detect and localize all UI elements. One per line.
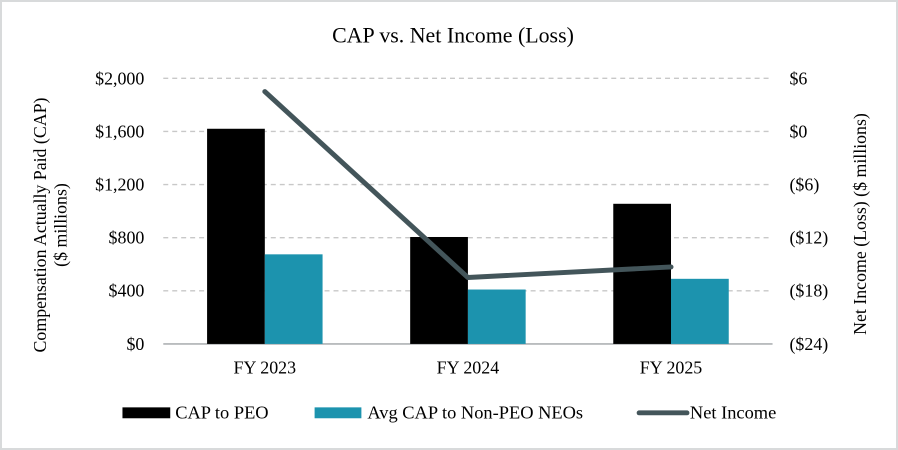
bar-avg-cap-to-non-peo-neos-fy-2023 xyxy=(264,254,323,344)
bar-cap-to-peo-fy-2024 xyxy=(410,236,468,344)
net-income-line xyxy=(262,89,674,281)
right-axis-tick-label: ($12) xyxy=(789,228,828,249)
legend-swatch-avg-cap-icon xyxy=(314,407,362,419)
x-axis-ticks: FY 2023 FY 2024 FY 2025 xyxy=(234,358,703,378)
right-axis-tick-label: ($18) xyxy=(789,281,828,302)
left-axis-title: Compensation Actually Paid (CAP) xyxy=(30,98,51,353)
bar-avg-cap-to-non-peo-neos-fy-2024 xyxy=(467,289,526,344)
left-axis-tick-label: $400 xyxy=(109,281,145,301)
right-axis-title: Net Income (Loss) ($ millions) xyxy=(850,113,871,335)
left-axis-title-units: ($ millions) xyxy=(51,183,72,267)
right-axis-tick-label: ($24) xyxy=(789,334,828,355)
left-axis-tick-label: $2,000 xyxy=(95,68,144,88)
left-axis-tick-label: $1,600 xyxy=(95,121,144,141)
legend-label-avg-cap: Avg CAP to Non-PEO NEOs xyxy=(367,402,583,422)
right-axis-ticks: $6 $0 ($6) ($12) ($18) ($24) xyxy=(789,68,828,355)
x-axis-tick-label: FY 2024 xyxy=(437,358,500,378)
bar-avg-cap-to-non-peo-neos-fy-2025 xyxy=(671,278,729,344)
legend: CAP to PEO Avg CAP to Non-PEO NEOs Net I… xyxy=(122,402,776,422)
chart-title: CAP vs. Net Income (Loss) xyxy=(332,24,574,48)
x-axis-tick-label: FY 2025 xyxy=(640,358,703,378)
right-axis-tick-label: $6 xyxy=(789,68,807,88)
right-axis-tick-label: ($6) xyxy=(789,175,819,196)
legend-swatch-cap-to-peo-icon xyxy=(122,407,171,419)
legend-label-net-income: Net Income xyxy=(690,402,776,422)
left-axis-tick-label: $1,200 xyxy=(95,175,144,195)
left-axis-tick-label: $0 xyxy=(126,334,144,354)
bar-cap-to-peo-fy-2025 xyxy=(613,203,672,344)
bar-series xyxy=(207,128,729,344)
net-income-polyline xyxy=(262,89,674,281)
x-axis-tick-label: FY 2023 xyxy=(234,358,297,378)
bar-cap-to-peo-fy-2023 xyxy=(207,128,265,344)
left-axis-ticks: $2,000 $1,600 $1,200 $800 $400 $0 xyxy=(95,68,144,354)
left-axis-tick-label: $800 xyxy=(109,228,145,248)
legend-label-cap-to-peo: CAP to PEO xyxy=(175,402,268,422)
right-axis-tick-label: $0 xyxy=(789,121,807,141)
